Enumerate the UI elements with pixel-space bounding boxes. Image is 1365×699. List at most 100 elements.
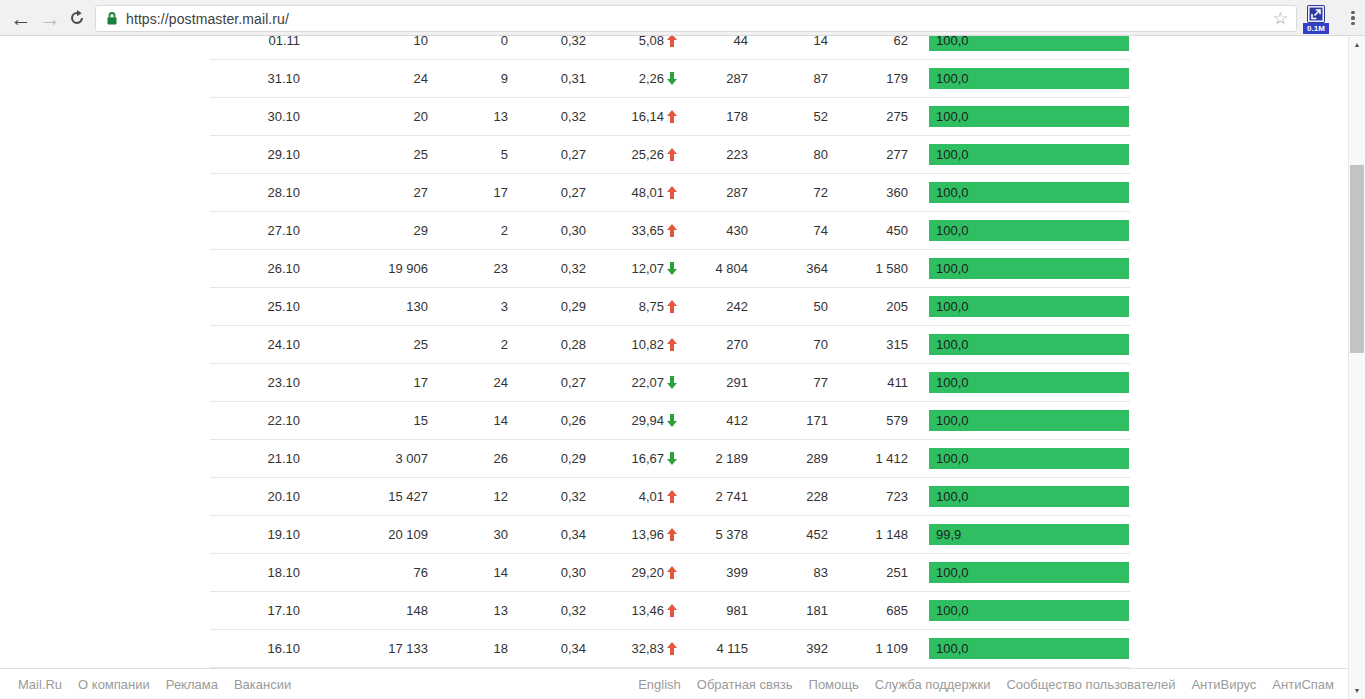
percent-cell: 32,83: [586, 641, 677, 656]
table-row: 28.10 27 17 0,27 48,01 287 72 360 100,0: [210, 174, 1130, 212]
scrollbar-down-icon[interactable]: ▼: [1349, 682, 1365, 699]
footer-link-right-6[interactable]: АнтиСпам: [1272, 677, 1334, 692]
value-cell: 364: [748, 261, 828, 276]
value-cell: 0,29: [508, 299, 586, 314]
scrollbar[interactable]: ▲ ▼: [1348, 36, 1365, 699]
value-cell: 452: [748, 527, 828, 542]
value-cell: 412: [677, 413, 748, 428]
back-button[interactable]: ←: [8, 5, 34, 31]
value-cell: 77: [748, 375, 828, 390]
delivery-bar: 100,0: [929, 600, 1129, 621]
value-cell: 275: [828, 109, 908, 124]
footer-link-right-4[interactable]: Сообщество пользователей: [1006, 677, 1175, 692]
refresh-icon: [68, 9, 86, 27]
value-cell: 148: [300, 603, 428, 618]
value-cell: 9: [428, 71, 508, 86]
percent-cell: 29,94: [586, 413, 677, 428]
value-cell: 179: [828, 71, 908, 86]
value-cell: 4 115: [677, 641, 748, 656]
trend-up-icon: [667, 490, 677, 503]
forward-button[interactable]: →: [37, 5, 63, 31]
percent-cell: 8,75: [586, 299, 677, 314]
footer-link-left-2[interactable]: Реклама: [166, 677, 218, 692]
delivery-bar: 100,0: [929, 36, 1129, 51]
delivery-bar-cell: 100,0: [908, 486, 1130, 507]
date-cell: 24.10: [210, 337, 300, 352]
delivery-bar: 100,0: [929, 638, 1129, 659]
table-row: 17.10 148 13 0,32 13,46 981 181 685 100,…: [210, 592, 1130, 630]
percent-cell: 5,08: [586, 36, 677, 48]
date-cell: 21.10: [210, 451, 300, 466]
delivery-bar-cell: 100,0: [908, 182, 1130, 203]
delivery-bar: 100,0: [929, 334, 1129, 355]
value-cell: 15: [300, 413, 428, 428]
table-row: 31.10 24 9 0,31 2,26 287 87 179 100,0: [210, 60, 1130, 98]
address-bar[interactable]: https://postmaster.mail.ru/ ☆: [95, 5, 1297, 32]
percent-cell: 13,96: [586, 527, 677, 542]
refresh-button[interactable]: [64, 5, 90, 31]
value-cell: 1 580: [828, 261, 908, 276]
footer-link-left-3[interactable]: Вакансии: [234, 677, 291, 692]
table-row: 22.10 15 14 0,26 29,94 412 171 579 100,0: [210, 402, 1130, 440]
footer-link-right-3[interactable]: Служба поддержки: [875, 677, 991, 692]
value-cell: 0,34: [508, 527, 586, 542]
value-cell: 18: [428, 641, 508, 656]
delivery-bar-cell: 100,0: [908, 106, 1130, 127]
value-cell: 2 741: [677, 489, 748, 504]
trend-up-icon: [667, 642, 677, 655]
footer-link-left-0[interactable]: Mail.Ru: [18, 677, 62, 692]
table-row: 29.10 25 5 0,27 25,26 223 80 277 100,0: [210, 136, 1130, 174]
footer-link-right-1[interactable]: Обратная связь: [697, 677, 793, 692]
trend-up-icon: [667, 36, 677, 47]
date-cell: 19.10: [210, 527, 300, 542]
secure-lock-icon[interactable]: [106, 11, 118, 26]
value-cell: 12: [428, 489, 508, 504]
browser-menu-icon[interactable]: [1344, 9, 1362, 27]
trend-up-icon: [667, 224, 677, 237]
trend-up-icon: [667, 528, 677, 541]
value-cell: 25: [300, 147, 428, 162]
value-cell: 74: [748, 223, 828, 238]
value-cell: 0,27: [508, 185, 586, 200]
date-cell: 27.10: [210, 223, 300, 238]
bookmark-star-icon[interactable]: ☆: [1273, 8, 1288, 29]
value-cell: 14: [428, 413, 508, 428]
trend-up-icon: [667, 186, 677, 199]
trend-down-icon: [667, 414, 677, 427]
value-cell: 83: [748, 565, 828, 580]
table-row: 20.10 15 427 12 0,32 4,01 2 741 228 723 …: [210, 478, 1130, 516]
value-cell: 0,30: [508, 565, 586, 580]
value-cell: 228: [748, 489, 828, 504]
scrollbar-up-icon[interactable]: ▲: [1349, 36, 1365, 53]
url-text[interactable]: https://postmaster.mail.ru/: [126, 11, 289, 27]
value-cell: 70: [748, 337, 828, 352]
delivery-bar: 100,0: [929, 562, 1129, 583]
page-content: 01.11 10 0 0,32 5,08 44 14 62 100,0 31.1…: [0, 36, 1348, 668]
value-cell: 80: [748, 147, 828, 162]
value-cell: 0,32: [508, 603, 586, 618]
value-cell: 5 378: [677, 527, 748, 542]
value-cell: 0,26: [508, 413, 586, 428]
scrollbar-thumb[interactable]: [1350, 165, 1364, 353]
footer-link-right-5[interactable]: АнтиВирус: [1191, 677, 1256, 692]
footer-link-right-0[interactable]: English: [638, 677, 681, 692]
value-cell: 13: [428, 603, 508, 618]
trend-down-icon: [667, 452, 677, 465]
stats-table: 01.11 10 0 0,32 5,08 44 14 62 100,0 31.1…: [210, 36, 1130, 668]
value-cell: 360: [828, 185, 908, 200]
footer-link-left-1[interactable]: О компании: [78, 677, 150, 692]
value-cell: 981: [677, 603, 748, 618]
delivery-bar: 100,0: [929, 296, 1129, 317]
date-cell: 23.10: [210, 375, 300, 390]
extension-icon[interactable]: [1306, 4, 1326, 24]
date-cell: 30.10: [210, 109, 300, 124]
value-cell: 130: [300, 299, 428, 314]
value-cell: 5: [428, 147, 508, 162]
value-cell: 17: [428, 185, 508, 200]
value-cell: 1 109: [828, 641, 908, 656]
delivery-bar-cell: 100,0: [908, 296, 1130, 317]
value-cell: 24: [428, 375, 508, 390]
footer-link-right-2[interactable]: Помощь: [809, 677, 859, 692]
date-cell: 18.10: [210, 565, 300, 580]
date-cell: 17.10: [210, 603, 300, 618]
